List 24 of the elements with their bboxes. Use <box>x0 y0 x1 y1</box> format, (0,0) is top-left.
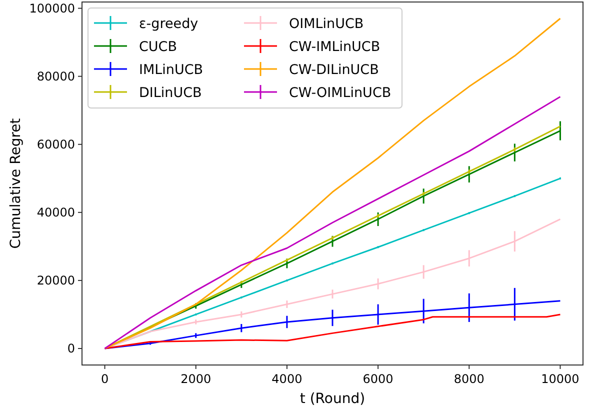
x-tick-label: 0 <box>100 372 109 386</box>
y-tick-label: 80000 <box>36 69 75 84</box>
y-axis-title: Cumulative Regret <box>8 118 24 249</box>
y-tick-label: 40000 <box>36 205 75 220</box>
legend-label: CW-DILinUCB <box>289 62 379 78</box>
legend-label: CW-OIMLinUCB <box>289 85 392 101</box>
y-tick-label: 0 <box>67 342 75 356</box>
x-tick-label: 2000 <box>180 372 212 386</box>
y-tick-label: 20000 <box>36 273 75 288</box>
legend-label: OIMLinUCB <box>289 16 364 32</box>
line-series <box>104 18 561 350</box>
line-series <box>104 314 561 350</box>
y-tick-label: 100000 <box>29 1 75 16</box>
x-tick-label: 6000 <box>362 372 394 386</box>
legend-label: CUCB <box>139 39 177 55</box>
x-axis-title: t (Round) <box>300 391 366 407</box>
x-tick-label: 4000 <box>272 372 302 386</box>
x-tick-label: 8000 <box>454 372 484 386</box>
legend-label: CW-IMLinUCB <box>289 39 380 55</box>
legend-label: IMLinUCB <box>139 62 204 78</box>
y-tick-label: 60000 <box>36 137 75 152</box>
legend-label: DILinUCB <box>139 85 202 101</box>
x-tick-label: 10000 <box>541 372 580 386</box>
legend-label: ε-greedy <box>139 16 198 32</box>
